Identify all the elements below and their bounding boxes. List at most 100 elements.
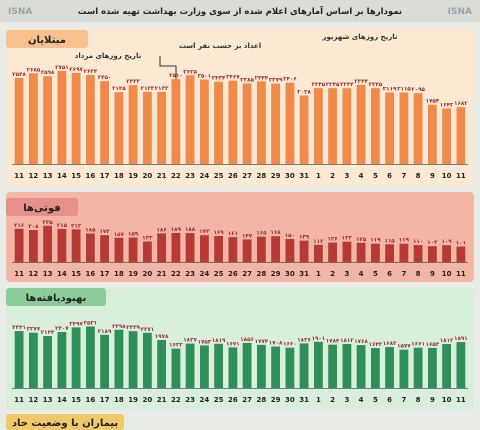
recovered-value-label: ۲۳۹۸ bbox=[112, 324, 126, 330]
infected-value-label: ۲۱۳۳ bbox=[155, 86, 169, 92]
deaths-tick-label: 15 bbox=[71, 270, 81, 278]
recovered-value-label: ۱۷۵۳ bbox=[198, 339, 212, 345]
deaths-tick-label: 25 bbox=[214, 270, 224, 278]
annotation-arrow-line bbox=[159, 56, 177, 86]
deaths-value-label: ۱۰۱ bbox=[456, 241, 466, 247]
recovered-value-label: ۱۸۹۱ bbox=[454, 336, 468, 342]
recovered-value-label: ۱۸۳۶ bbox=[297, 337, 311, 343]
deaths-tick-label: 27 bbox=[242, 270, 252, 278]
infected-value-label: ۲۴۵۰ bbox=[98, 75, 112, 81]
recovered-bar bbox=[228, 347, 238, 388]
panel-recovered-title-tab bbox=[6, 288, 106, 306]
recovered-value-label: ۱۶۶۰ bbox=[283, 342, 297, 348]
recovered-tick-label: 5 bbox=[373, 396, 378, 404]
deaths-value-label: ۱۶۸ bbox=[270, 230, 281, 236]
deaths-tick-label: 17 bbox=[100, 270, 110, 278]
deaths-value-label: ۱۰۹ bbox=[441, 239, 452, 245]
recovered-value-label: ۲۳۳۹ bbox=[126, 325, 140, 331]
deaths-value-label: ۱۱۲ bbox=[313, 239, 324, 245]
deaths-tick-label: 30 bbox=[285, 270, 295, 278]
recovered-tick-label: 7 bbox=[401, 396, 406, 404]
infected-bar bbox=[428, 104, 437, 164]
recovered-bar bbox=[285, 347, 295, 388]
recovered-tick-label: 10 bbox=[442, 396, 452, 404]
deaths-value-label: ۱۱۵ bbox=[384, 238, 395, 244]
deaths-value-label: ۲۰۸ bbox=[28, 224, 39, 230]
deaths-bar bbox=[228, 237, 238, 262]
infected-bar bbox=[356, 84, 366, 164]
infected-bar bbox=[143, 91, 152, 164]
infected-bar bbox=[157, 91, 166, 164]
infected-bar bbox=[399, 92, 409, 164]
recovered-tick-label: 12 bbox=[29, 396, 39, 404]
deaths-tick-label: 1 bbox=[316, 270, 321, 278]
deaths-bar bbox=[71, 229, 81, 262]
infected-tick-label: 6 bbox=[387, 172, 392, 180]
deaths-bar bbox=[442, 245, 451, 262]
deaths-bar bbox=[143, 241, 152, 262]
recovered-bar bbox=[29, 332, 38, 388]
infected-bar bbox=[128, 85, 138, 164]
deaths-value-label: ۱۱۹ bbox=[370, 238, 381, 244]
deaths-tick-label: 19 bbox=[128, 270, 138, 278]
deaths-value-label: ۱۵۰ bbox=[285, 233, 295, 239]
recovered-value-label: ۲۱۸۹ bbox=[98, 329, 112, 335]
deaths-tick-label: 31 bbox=[299, 270, 309, 278]
deaths-bar bbox=[157, 233, 166, 262]
watermark-left: ISNA bbox=[8, 7, 32, 17]
deaths-tick-label: 6 bbox=[387, 270, 392, 278]
infected-bar bbox=[57, 71, 67, 164]
infected-bar bbox=[257, 81, 266, 164]
infected-value-label: ۲۲۴۴ bbox=[340, 82, 354, 88]
infected-value-label: ۲۲۴۵ bbox=[312, 82, 326, 88]
infected-bar bbox=[271, 83, 280, 164]
deaths-value-label: ۲۱۶ bbox=[14, 223, 24, 229]
deaths-value-label: ۱۲۵ bbox=[356, 237, 367, 243]
recovered-value-label: ۲۳۰۷ bbox=[55, 326, 69, 332]
deaths-value-label: ۱۲۶ bbox=[327, 237, 337, 243]
infected-tick-label: 30 bbox=[285, 172, 295, 180]
infected-tick-label: 8 bbox=[416, 172, 421, 180]
deaths-tick-label: 20 bbox=[143, 270, 153, 278]
recovered-bar bbox=[14, 331, 24, 388]
deaths-value-label: ۱۴۷ bbox=[242, 233, 253, 239]
deaths-tick-label: 29 bbox=[271, 270, 281, 278]
infected-tick-label: 3 bbox=[344, 172, 349, 180]
deaths-tick-label: 26 bbox=[228, 270, 238, 278]
infected-tick-label: 21 bbox=[157, 172, 167, 180]
recovered-bar bbox=[114, 329, 124, 388]
deaths-bar bbox=[257, 236, 266, 262]
deaths-value-label: ۱۸۸ bbox=[185, 227, 196, 233]
deaths-bar bbox=[356, 242, 366, 262]
infected-tick-label: 27 bbox=[242, 172, 252, 180]
infected-tick-label: 1 bbox=[316, 172, 321, 180]
recovered-value-label: ۱۶۵۳ bbox=[426, 342, 440, 348]
infected-value-label: ۲۵۹۸ bbox=[41, 70, 55, 76]
recovered-bar bbox=[242, 342, 252, 388]
recovered-tick-label: 16 bbox=[86, 396, 96, 404]
recovered-value-label: ۱۸۱۹ bbox=[212, 338, 226, 344]
infected-value-label: ۲۶۸۵ bbox=[27, 67, 41, 73]
recovered-tick-label: 4 bbox=[359, 396, 364, 404]
deaths-bar bbox=[214, 236, 223, 262]
deaths-bar bbox=[57, 228, 67, 262]
deaths-bar bbox=[399, 243, 409, 262]
infected-value-label: ۲۱۲۵ bbox=[112, 86, 126, 92]
recovered-value-label: ۱۸۱۲ bbox=[440, 338, 454, 344]
infected-value-label: ۲۳۳۳ bbox=[126, 79, 140, 85]
recovered-value-label: ۱۸۲۷ bbox=[183, 338, 197, 344]
panel-critical-title: بیماران با وضعیت حاد bbox=[12, 418, 118, 429]
recovered-tick-label: 13 bbox=[43, 396, 53, 404]
panel-infected-title-tab bbox=[6, 30, 88, 48]
recovered-value-label: ۱۷۸۴ bbox=[326, 339, 340, 345]
infected-tick-label: 2 bbox=[330, 172, 335, 180]
recovered-tick-label: 20 bbox=[143, 396, 153, 404]
recovered-bar bbox=[200, 345, 209, 388]
infected-tick-label: 11 bbox=[456, 172, 466, 180]
infected-value-label: ۲۴۰۶ bbox=[283, 77, 297, 83]
recovered-bar bbox=[143, 332, 152, 388]
recovered-tick-label: 31 bbox=[299, 396, 309, 404]
infected-bar bbox=[456, 107, 466, 164]
recovered-tick-label: 29 bbox=[271, 396, 281, 404]
recovered-value-label: ۱۷۰۸ bbox=[269, 341, 283, 347]
